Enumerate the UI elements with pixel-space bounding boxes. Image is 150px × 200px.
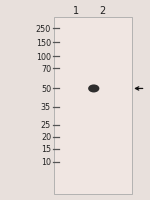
Text: 35: 35 xyxy=(41,103,51,111)
Text: 100: 100 xyxy=(36,53,51,61)
Text: 50: 50 xyxy=(41,85,51,93)
Text: 25: 25 xyxy=(41,121,51,129)
Text: 2: 2 xyxy=(100,6,106,16)
Text: 10: 10 xyxy=(41,158,51,166)
Bar xyxy=(54,18,132,194)
Text: 250: 250 xyxy=(36,25,51,33)
Text: 70: 70 xyxy=(41,65,51,73)
Text: 150: 150 xyxy=(36,39,51,47)
Text: 20: 20 xyxy=(41,133,51,141)
Text: 1: 1 xyxy=(73,6,79,16)
Text: 15: 15 xyxy=(41,145,51,153)
Ellipse shape xyxy=(88,85,99,93)
